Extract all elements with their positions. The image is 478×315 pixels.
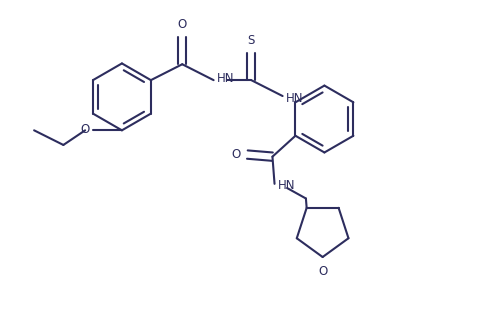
Text: HN: HN bbox=[278, 180, 295, 192]
Text: HN: HN bbox=[286, 92, 304, 105]
Text: S: S bbox=[248, 34, 255, 47]
Text: O: O bbox=[178, 18, 187, 31]
Text: O: O bbox=[318, 265, 327, 278]
Text: O: O bbox=[232, 148, 241, 161]
Text: O: O bbox=[80, 123, 89, 136]
Text: HN: HN bbox=[217, 72, 234, 84]
